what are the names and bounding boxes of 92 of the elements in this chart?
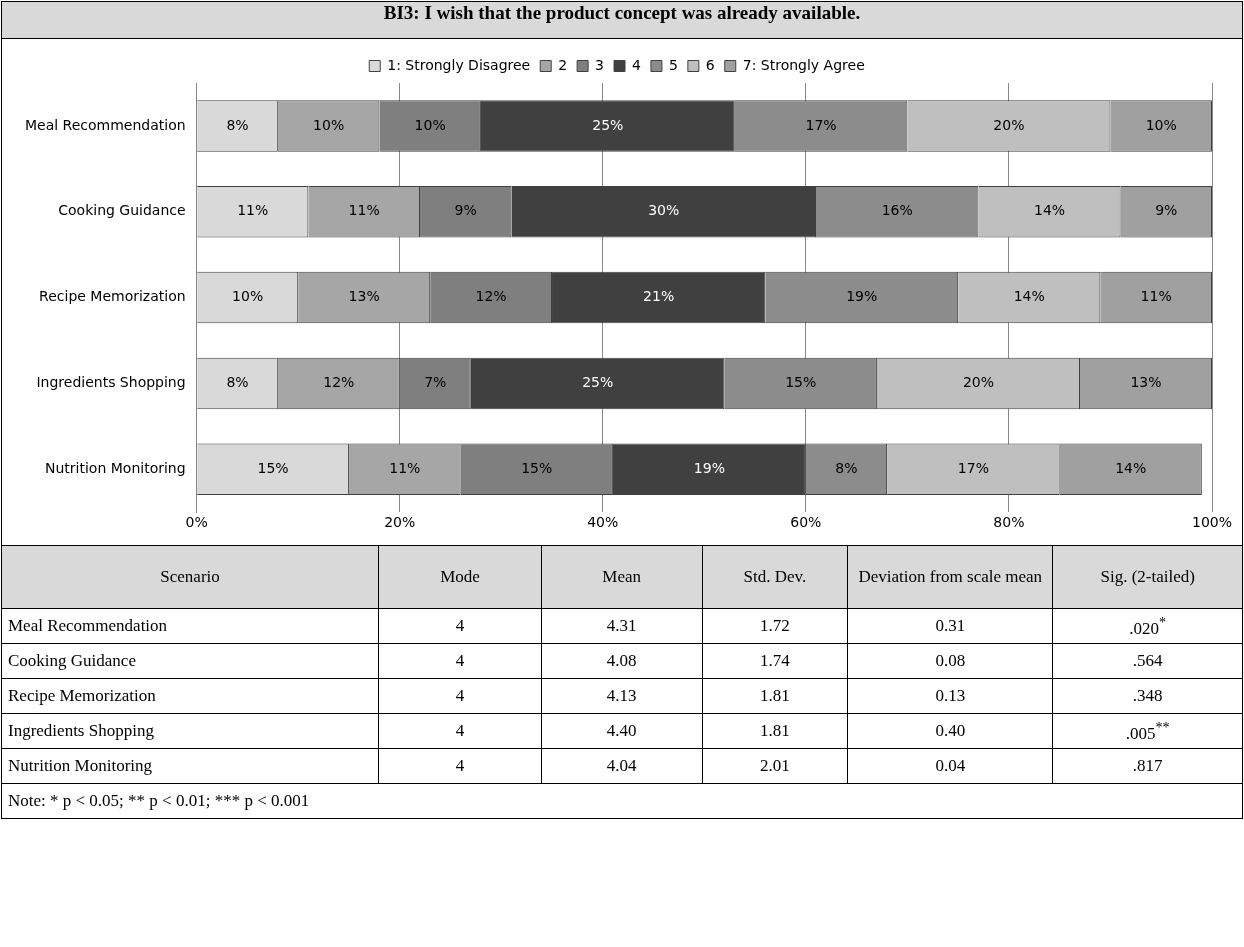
text: Mode [378, 545, 542, 609]
data-label: 25% [592, 116, 624, 133]
y-tick-label: Cooking Guidance [58, 202, 186, 219]
text: 0.04 [847, 748, 1053, 784]
text: Scenario [2, 545, 379, 609]
legend-label: 4 [632, 56, 642, 73]
data-label: 17% [957, 459, 989, 476]
chart-title: BI3: I wish that the product concept was already available. [2, 2, 1242, 39]
data-label: 10% [1145, 116, 1177, 133]
x-tick-label: 0% [185, 514, 208, 531]
text: Ingredients Shopping [2, 713, 379, 749]
data-label: 12% [323, 374, 355, 391]
text: 4.08 [541, 643, 703, 679]
data-label: 9% [454, 202, 477, 219]
bar [480, 100, 735, 152]
data-label: 30% [648, 202, 680, 219]
text: Nutrition Monitoring [2, 748, 379, 784]
legend-label: 2 [558, 56, 568, 73]
data-label: 20% [993, 116, 1025, 133]
text: Deviation from scale mean [847, 545, 1053, 609]
text: .020$^{*}$ [1052, 608, 1242, 644]
text: 0.08 [847, 643, 1053, 679]
data-label: 19% [846, 288, 878, 305]
text: 4.40 [541, 713, 703, 749]
data-label: 8% [226, 116, 249, 133]
text: 4 [378, 608, 542, 644]
text: 1.72 [702, 608, 848, 644]
data-label: 7% [424, 374, 447, 391]
text: 0.40 [847, 713, 1053, 749]
text: 1.81 [702, 713, 848, 749]
data-label: 12% [475, 288, 507, 305]
text: Note: * p < 0.05; ** p < 0.01; *** p < 0.001 [2, 783, 1242, 818]
legend-label: 6 [705, 56, 715, 73]
text: 1.74 [702, 643, 848, 679]
text: 4 [378, 678, 542, 714]
text: Std. Dev. [702, 545, 848, 609]
data-label: 10% [232, 288, 264, 305]
x-tick-label: 100% [1191, 514, 1233, 531]
x-tick-label: 40% [587, 514, 619, 531]
data-label: 14% [1013, 288, 1045, 305]
text: 2.01 [702, 748, 848, 784]
text: 4 [378, 713, 542, 749]
data-label: 15% [521, 459, 553, 476]
data-label: 8% [226, 374, 249, 391]
data-label: 13% [348, 288, 380, 305]
data-label: 11% [1140, 288, 1172, 305]
text: .817 [1052, 748, 1242, 784]
data-label: 16% [881, 202, 913, 219]
text: 4.31 [541, 608, 703, 644]
data-label: 15% [257, 459, 289, 476]
text: 0.13 [847, 678, 1053, 714]
legend-label: 3 [595, 56, 605, 73]
y-tick-label: Meal Recommendation [24, 116, 186, 133]
text: Meal Recommendation [2, 608, 379, 644]
legend-label: 5 [668, 56, 678, 73]
data-label: 10% [313, 116, 345, 133]
text: 4 [378, 748, 542, 784]
x-tick-label: 80% [993, 514, 1025, 531]
x-tick-label: 60% [790, 514, 822, 531]
data-label: 17% [805, 116, 837, 133]
text: .564 [1052, 643, 1242, 679]
data-label: 15% [785, 374, 817, 391]
y-tick-label: Nutrition Monitoring [45, 459, 186, 476]
data-label: 20% [962, 374, 995, 391]
text: 4.13 [541, 678, 703, 714]
text: 4 [378, 643, 542, 679]
text: Mean [541, 545, 703, 609]
x-tick-label: 20% [384, 514, 416, 531]
data-label: 25% [582, 374, 614, 391]
data-label: 14% [1115, 459, 1147, 476]
legend-label: 7: Strongly Agree [742, 56, 865, 73]
y-tick-label: Ingredients Shopping [36, 374, 186, 391]
data-label: 19% [693, 459, 725, 476]
y-tick-label: Recipe Memorization [39, 288, 186, 305]
text: Recipe Memorization [2, 678, 379, 714]
data-label: 14% [1033, 202, 1066, 219]
data-label: 21% [643, 288, 675, 305]
data-label: 11% [348, 202, 380, 219]
data-label: 8% [835, 459, 858, 476]
legend-label: 1: Strongly Disagree [387, 56, 531, 73]
text: Cooking Guidance [2, 643, 379, 679]
data-label: 13% [1130, 374, 1162, 391]
data-label: 10% [414, 116, 446, 133]
text: 4.04 [541, 748, 703, 784]
data-label: 9% [1155, 202, 1178, 219]
data-label: 11% [237, 202, 269, 219]
text: 1.81 [702, 678, 848, 714]
text: .348 [1052, 678, 1242, 714]
text: Sig. (2-tailed) [1052, 545, 1242, 609]
data-label: 11% [389, 459, 421, 476]
text: .005$^{**}$ [1052, 713, 1242, 749]
text: 0.31 [847, 608, 1053, 644]
